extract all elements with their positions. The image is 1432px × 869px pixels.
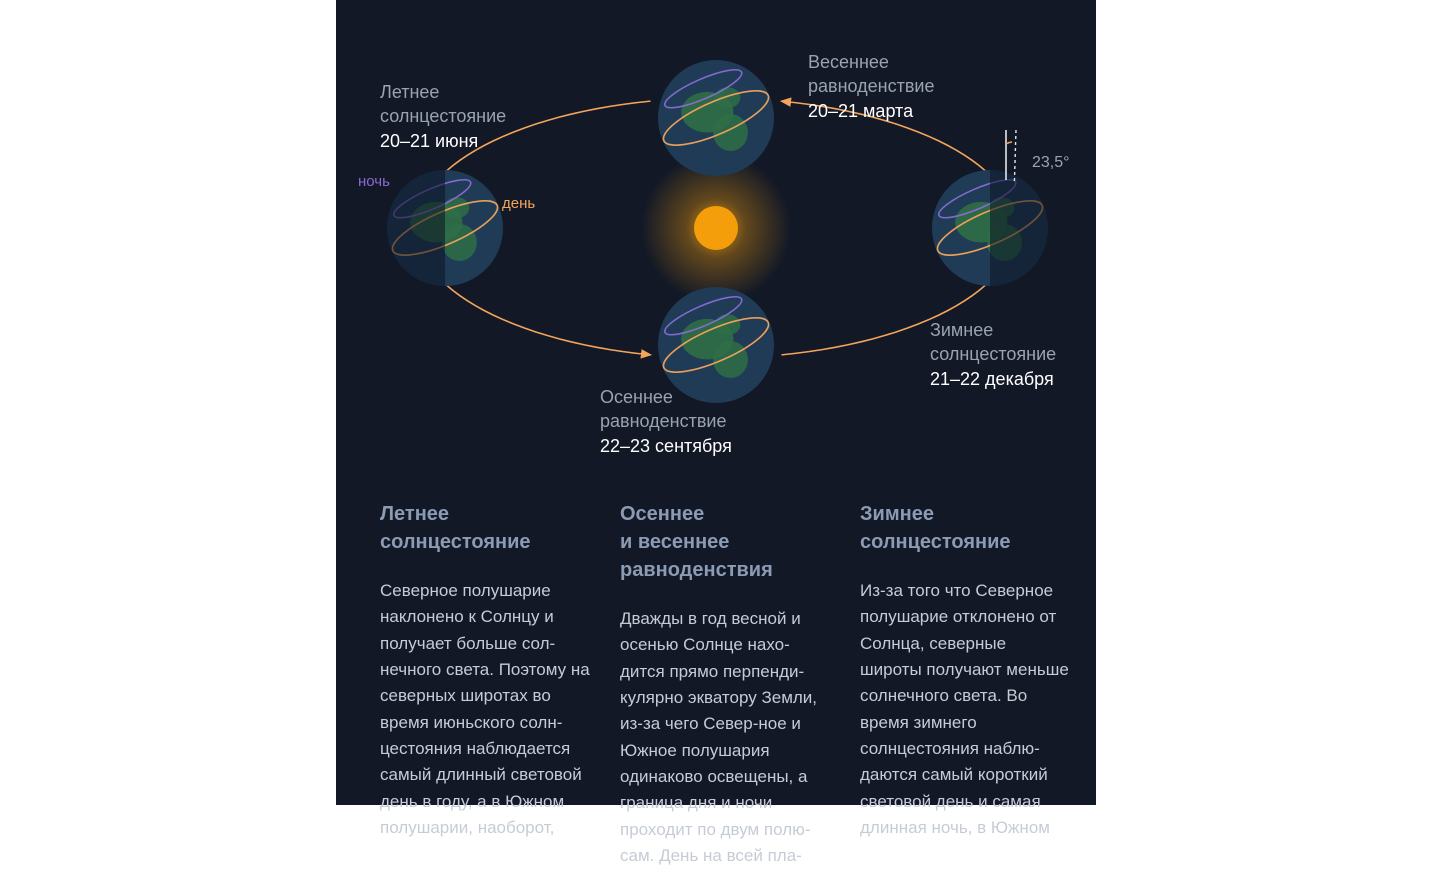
- column-3: Зимнеесолнцестояние Из-за того что Северн…: [860, 500, 1070, 841]
- day-label: день: [502, 194, 535, 214]
- winter-title: Зимнеесолнцестояние: [930, 318, 1056, 367]
- column-1: Летнеесолнцестояние Северное полушарие на…: [380, 500, 590, 841]
- spring-date: 20–21 марта: [808, 99, 934, 123]
- page-canvas: Весеннееравноденствие20–21 марта Летнеесо…: [0, 0, 1432, 805]
- infographic-panel: Весеннееравноденствие20–21 марта Летнеесо…: [336, 0, 1096, 805]
- tilt-angle: 23,5°: [1032, 154, 1070, 171]
- spring-title: Весеннееравноденствие: [808, 50, 934, 99]
- column-2: Осеннееи весеннее равноденствия Дважды в …: [620, 500, 830, 869]
- winter-label: Зимнеесолнцестояние21–22 декабря: [930, 318, 1056, 391]
- day-text: день: [502, 195, 535, 212]
- winter-date: 21–22 декабря: [930, 367, 1056, 391]
- column-1-body: Северное полушарие наклонено к Солнцу и …: [380, 578, 590, 841]
- column-3-title: Зимнеесолнцестояние: [860, 500, 1070, 556]
- column-2-body: Дважды в год весной и осенью Солнце нахо…: [620, 606, 830, 869]
- tilt-angle-label: 23,5°: [1032, 152, 1070, 174]
- night-label: ночь: [358, 172, 390, 192]
- summer-label: Летнеесолнцестояние20–21 июня: [380, 80, 506, 153]
- column-2-title: Осеннееи весеннее равноденствия: [620, 500, 830, 584]
- spring-label: Весеннееравноденствие20–21 марта: [808, 50, 934, 123]
- summer-date: 20–21 июня: [380, 129, 506, 153]
- night-text: ночь: [358, 173, 390, 190]
- summer-title: Летнеесолнцестояние: [380, 80, 506, 129]
- column-3-body: Из-за того что Северное полушарие отклон…: [860, 578, 1070, 841]
- autumn-title: Осеннееравноденствие: [600, 385, 732, 434]
- autumn-date: 22–23 сентября: [600, 434, 732, 458]
- column-1-title: Летнеесолнцестояние: [380, 500, 590, 556]
- autumn-label: Осеннееравноденствие22–23 сентября: [600, 385, 732, 458]
